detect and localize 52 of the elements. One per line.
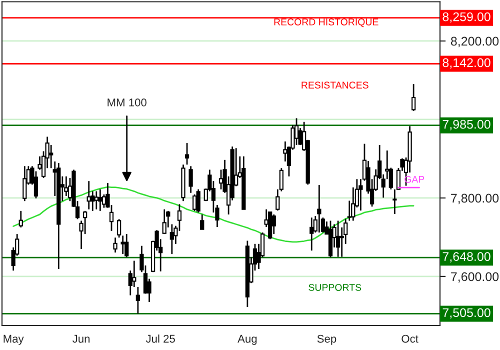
- candlestick: [116, 218, 122, 238]
- candlestick: [140, 245, 144, 273]
- candlestick: [64, 176, 68, 197]
- ref-line-label: 8,259.00: [442, 12, 490, 23]
- y-tick-label: 7,600.00: [451, 272, 499, 283]
- line-series: [12, 186, 414, 243]
- ref-line-label: 8,142.00: [442, 58, 490, 69]
- x-tick-label: Sep: [317, 334, 336, 345]
- x-tick-label: Jun: [72, 334, 90, 343]
- candlestick: [272, 214, 276, 235]
- y-tick-label: 7,800.00: [451, 194, 499, 204]
- ref-line-label: 7,505.00: [442, 308, 490, 319]
- candlestick: [192, 194, 197, 212]
- candlestick: [22, 165, 27, 202]
- ref-line-label: 7,648.00: [442, 252, 490, 262]
- candlestick: [294, 118, 299, 146]
- text: MM 100: [108, 98, 146, 106]
- candlestick: [83, 210, 88, 235]
- candlestick: [188, 165, 193, 194]
- candlestick: [132, 260, 136, 288]
- candlestick: [120, 234, 125, 255]
- candlestick: [86, 180, 91, 210]
- candlestick: [317, 184, 322, 234]
- candlestick: [218, 169, 224, 190]
- candlestick: [310, 216, 314, 252]
- candlestick: [136, 286, 140, 314]
- x-tick-label: Oct: [402, 334, 418, 343]
- candlestick: [124, 233, 129, 258]
- annotation: SUPPORTS: [308, 284, 362, 291]
- candlestick: [347, 200, 352, 222]
- x-tick-label: Aug: [238, 334, 257, 345]
- candlestick: [283, 140, 288, 162]
- candlestick: [177, 204, 182, 232]
- candlestick: [49, 144, 54, 169]
- x-tick-label: May: [4, 334, 24, 345]
- candlestick: [162, 208, 166, 235]
- candlestick: [336, 220, 340, 258]
- candlestick: [113, 236, 118, 254]
- x-tick-label: Jul 25: [146, 334, 175, 343]
- candlestick: [200, 214, 204, 230]
- ref-line-label: 7,985.00: [442, 120, 490, 130]
- candlestick: [102, 194, 106, 208]
- annotation: RESISTANCES: [302, 82, 368, 89]
- annotation: RECORD HISTORIQUE: [274, 18, 378, 28]
- candlestick: [94, 190, 98, 210]
- y-tick-label: 8,200.00: [450, 36, 499, 48]
- candlestick: [98, 188, 102, 212]
- candlestick: [412, 83, 416, 112]
- candlestick: [184, 142, 190, 166]
- candlestick: [196, 188, 200, 214]
- candlestick: [170, 224, 174, 255]
- candlestick: [18, 210, 23, 228]
